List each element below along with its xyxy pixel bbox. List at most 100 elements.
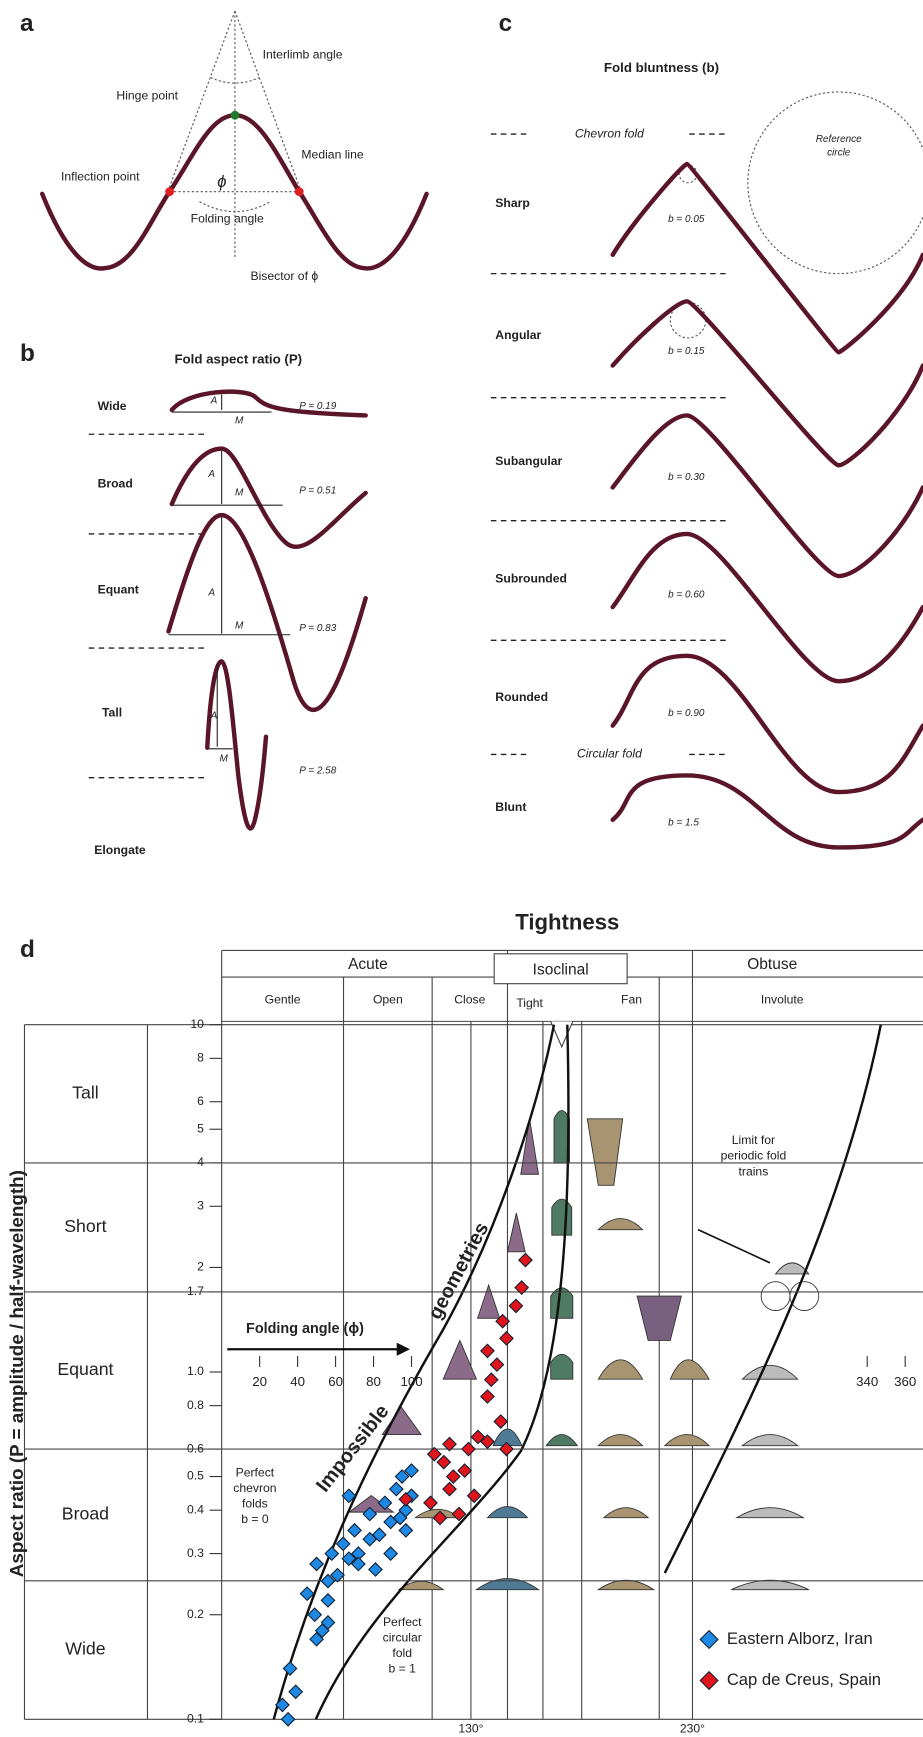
bluntness-label: b = 0.15: [668, 346, 705, 357]
data-point: [320, 1592, 336, 1608]
data-point: [483, 1372, 499, 1388]
bluntness-label: b = 0.90: [668, 708, 705, 719]
fold-profile: [169, 446, 368, 549]
ratio-label: P = 0.83: [299, 623, 336, 634]
data-point: [330, 1567, 345, 1583]
y-tick-label: 10: [190, 1017, 204, 1031]
panel-label: b: [20, 340, 35, 367]
bluntness-label: b = 1.5: [668, 818, 699, 829]
y-tick-label: 0.8: [187, 1398, 204, 1412]
legend-label: Eastern Alborz, Iran: [727, 1629, 873, 1648]
bluntness-label: b = 0.60: [668, 590, 705, 601]
data-point: [335, 1536, 351, 1552]
annotation: ϕ: [217, 172, 226, 191]
axis-arrowhead: [396, 1342, 410, 1356]
subclass-label: Involute: [761, 993, 804, 1007]
class-label: Obtuse: [747, 956, 797, 973]
data-point: [347, 1522, 362, 1538]
divider: [88, 433, 209, 779]
ratio-label: P = 0.51: [299, 485, 336, 496]
hinge-point: [230, 110, 240, 120]
y-tick-label: 0.4: [187, 1502, 204, 1516]
fold-profile: [169, 389, 368, 418]
y-tick-label: 0.1: [187, 1711, 204, 1725]
data-point: [368, 1562, 383, 1577]
data-point: [309, 1631, 325, 1647]
data-point: [320, 1573, 336, 1589]
annotation: Impossible: [312, 1401, 393, 1497]
legend-box: [695, 1619, 923, 1711]
data-point: [307, 1607, 323, 1623]
legend-swatch: [699, 1670, 719, 1691]
data-point: [499, 1330, 514, 1346]
annotation: Perfect: [383, 1615, 422, 1629]
data-point: [320, 1615, 336, 1630]
annotation: Hinge point: [116, 89, 178, 103]
x-axis-label: Folding angle (ϕ): [246, 1321, 364, 1337]
panel-c: c Fold bluntness (b) Chevron fold Circul…: [490, 10, 923, 850]
annotation: folds: [242, 1497, 268, 1511]
row-label: Rounded: [495, 690, 548, 704]
data-point: [457, 1463, 473, 1479]
x-tick-label: 360: [894, 1374, 916, 1389]
row-label: Angular: [495, 328, 541, 342]
angle-label: 130°: [458, 1721, 483, 1735]
annotation: Bisector of ϕ: [250, 269, 318, 283]
annotation: Limit for: [732, 1133, 775, 1147]
data-point: [394, 1469, 410, 1484]
data-point: [489, 1357, 505, 1373]
y-tick-label: 5: [197, 1121, 204, 1135]
ratio-label: P = 0.19: [299, 401, 336, 412]
inflection-point: [165, 187, 175, 197]
annotation: Perfect: [236, 1466, 275, 1480]
fold-profile: [610, 299, 923, 468]
data-point: [461, 1441, 476, 1457]
angle-label: 230°: [680, 1721, 705, 1735]
data-point: [383, 1546, 399, 1562]
legend-swatch: [699, 1629, 719, 1650]
row-label: Broad: [98, 476, 133, 490]
ratio-label: P = 2.58: [299, 766, 336, 777]
data-point: [442, 1436, 457, 1452]
annotation: b = 0: [241, 1512, 269, 1526]
data-point: [299, 1586, 315, 1602]
data-point: [436, 1454, 452, 1470]
data-point: [442, 1481, 457, 1497]
row-label: Subrounded: [495, 572, 567, 586]
annotation: Interlimb angle: [263, 48, 343, 62]
row-label: Elongate: [94, 843, 146, 857]
construction-lines: [160, 10, 309, 258]
data-point: [371, 1527, 387, 1543]
data-point: [480, 1434, 495, 1450]
row-label: Tall: [102, 706, 122, 720]
panel-label: d: [20, 936, 35, 963]
class-label: Acute: [348, 956, 388, 973]
dim-label: A: [207, 587, 215, 598]
isoclinal-box: [493, 953, 628, 985]
panel-title: Fold aspect ratio (P): [174, 352, 302, 367]
data-point: [377, 1495, 393, 1511]
x-tick-label: 100: [400, 1374, 422, 1389]
table-grid: [23, 949, 923, 1720]
annotation: chevron: [233, 1481, 276, 1495]
fold-profile: [39, 112, 429, 271]
y-tick-label: 3: [197, 1199, 204, 1213]
dim-label: M: [235, 621, 244, 632]
data-point: [508, 1298, 524, 1314]
dim-label: M: [219, 753, 228, 764]
row-label: Broad: [62, 1504, 109, 1524]
dim-label: A: [207, 469, 215, 480]
data-point: [480, 1343, 495, 1359]
data-point: [388, 1481, 404, 1497]
data-point: [451, 1506, 467, 1522]
inflection-point: [294, 187, 304, 197]
row-label: Equant: [98, 583, 139, 597]
data-point: [423, 1495, 438, 1511]
data-point: [470, 1429, 486, 1445]
data-point: [480, 1389, 495, 1404]
x-tick-label: 60: [328, 1374, 343, 1389]
subclass-label: Open: [373, 993, 403, 1007]
annotation: Median line: [301, 147, 363, 161]
data-point: [398, 1491, 414, 1507]
data-point: [432, 1510, 448, 1526]
